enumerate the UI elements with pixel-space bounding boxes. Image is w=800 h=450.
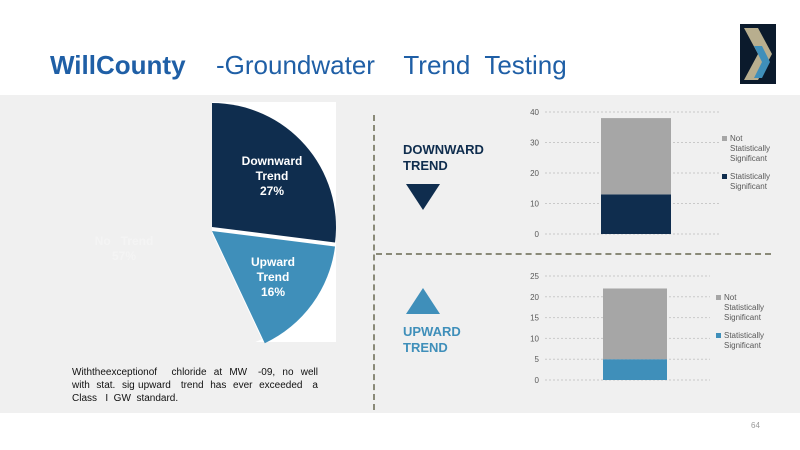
downward-trend-heading: DOWNWARD TREND: [403, 142, 484, 173]
pie-slice-downward-trend: [212, 103, 336, 243]
y-tick-label: 30: [530, 139, 539, 148]
y-tick-label: 20: [530, 293, 539, 302]
y-tick-label: 10: [530, 334, 539, 343]
legend-swatch: [716, 333, 721, 338]
bar-segment-statistically-significant: [601, 194, 671, 234]
legend-label: Not: [724, 293, 737, 302]
upward-trend-heading: UPWARD TREND: [403, 324, 461, 355]
pie-slice-upward-trend: [212, 231, 336, 344]
bar-segment-not-statistically-significant: [603, 288, 667, 360]
legend-label: Statistically: [730, 144, 770, 153]
y-tick-label: 0: [535, 376, 540, 385]
y-tick-label: 40: [530, 108, 539, 117]
legend-swatch: [716, 295, 721, 300]
bar-segment-not-statistically-significant: [601, 118, 671, 195]
y-tick-label: 15: [530, 314, 539, 323]
legend-label: Not: [730, 134, 743, 143]
y-tick-label: 20: [530, 169, 539, 178]
page-number: 64: [751, 421, 760, 430]
footnote-text: Withtheexceptionof chloride at MW -09, n…: [72, 367, 318, 404]
pie-label-downward: Downward Trend 27%: [241, 154, 303, 198]
y-tick-label: 10: [530, 200, 539, 209]
horizontal-divider: [376, 253, 771, 255]
y-tick-label: 5: [535, 355, 540, 364]
y-tick-label: 25: [530, 272, 539, 281]
vertical-divider: [373, 115, 375, 410]
legend-label: Significant: [724, 313, 762, 322]
triangle-up-icon: [406, 288, 440, 314]
legend-label: Significant: [730, 154, 768, 163]
legend-label: Statistically: [724, 331, 764, 340]
chevron-logo-icon: [740, 24, 776, 84]
pie-label-no-trend: No Trend 57%: [94, 234, 154, 263]
bar-segment-statistically-significant: [603, 359, 667, 380]
y-tick-label: 0: [535, 230, 540, 239]
pie-label-upward: Upward Trend 16%: [250, 255, 295, 299]
pie-slice-no-trend: [84, 103, 262, 351]
legend-swatch: [722, 174, 727, 179]
legend-swatch: [722, 136, 727, 141]
page-subtitle: -Groundwater Trend Testing: [216, 50, 567, 80]
legend-label: Statistically: [730, 172, 770, 181]
legend-label: Statistically: [724, 303, 764, 312]
triangle-down-icon: [406, 184, 440, 210]
legend-label: Significant: [730, 182, 768, 191]
legend-label: Significant: [724, 341, 762, 350]
page-title: WillCounty: [50, 50, 186, 80]
